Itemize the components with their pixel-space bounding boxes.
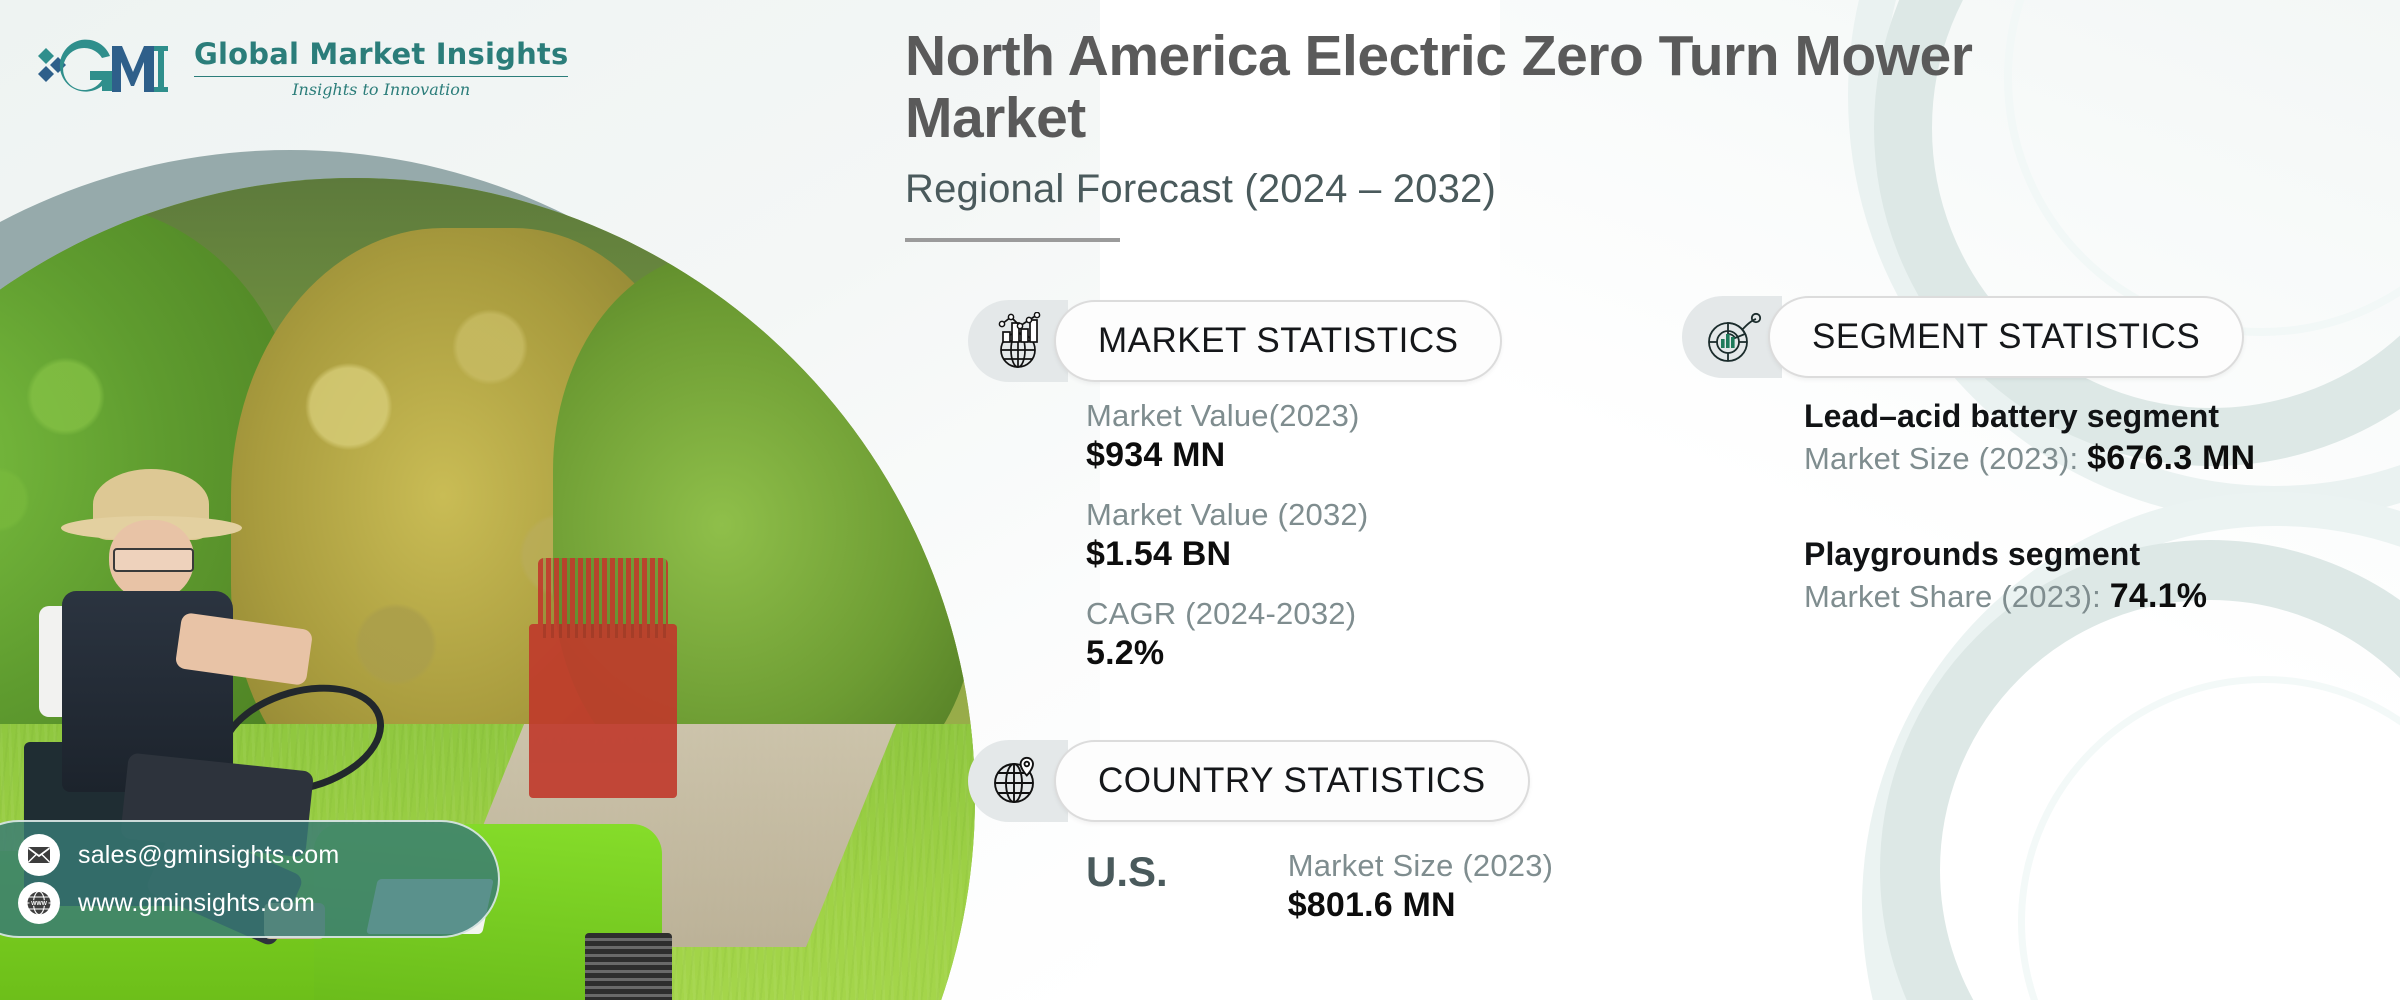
contact-pill: sales@gminsights.com WWW www.gminsights.…	[0, 820, 500, 938]
segment-1-metric-label: Market Size (2023):	[1804, 441, 2079, 476]
segment-statistics-pill[interactable]: SEGMENT STATISTICS	[1768, 296, 2245, 378]
rider-head	[108, 519, 194, 601]
country-metric-value: $801.6 MN	[1287, 886, 1456, 924]
page-subtitle: Regional Forecast (2024 – 2032)	[905, 167, 1497, 212]
market-value-2032-label: Market Value (2032)	[1086, 497, 1369, 532]
segment-1-name: Lead–acid battery segment	[1804, 398, 2220, 434]
segment-1-metric-value: $676.3 MN	[2087, 439, 2256, 477]
globe-pin-icon	[968, 740, 1068, 822]
market-statistics-pill[interactable]: MARKET STATISTICS	[1054, 300, 1503, 382]
photo-rider	[0, 469, 372, 974]
segment-2-metric-value: 74.1%	[2109, 577, 2208, 615]
segment-statistics-label: SEGMENT STATISTICS	[1812, 317, 2201, 356]
market-value-2032-value: $1.54 BN	[1086, 535, 1232, 573]
segment-2-metric: Market Share (2023): 74.1%	[1804, 577, 2255, 616]
country-statistics-badge[interactable]: COUNTRY STATISTICS	[968, 740, 1530, 822]
market-value-2023-value: $934 MN	[1086, 436, 1226, 474]
segment-statistics-values: Lead–acid battery segment Market Size (2…	[1804, 398, 2255, 616]
country-name: U.S.	[1086, 848, 1168, 895]
hero-image-region: sales@gminsights.com WWW www.gminsights.…	[0, 0, 980, 1000]
market-statistics-values: Market Value(2023) $934 MN Market Value …	[1086, 398, 1368, 695]
gmi-logo[interactable]: Global Market Insights Insights to Innov…	[30, 37, 569, 100]
decorative-ring-bottom-right-inner	[2018, 676, 2400, 1000]
gmi-logo-divider	[194, 76, 569, 77]
gmi-logo-text: Global Market Insights Insights to Innov…	[194, 37, 569, 99]
www-globe-icon: WWW	[18, 882, 60, 924]
globe-bar-chart-icon	[968, 300, 1068, 382]
market-value-2023-label: Market Value(2023)	[1086, 398, 1360, 433]
country-statistics-pill[interactable]: COUNTRY STATISTICS	[1054, 740, 1530, 822]
svg-text:WWW: WWW	[31, 901, 48, 907]
market-statistics-badge[interactable]: MARKET STATISTICS	[968, 300, 1503, 382]
page-title: North America Electric Zero Turn Mower M…	[905, 24, 1973, 150]
headline-block: North America Electric Zero Turn Mower M…	[905, 24, 2165, 243]
donut-chart-pointer-icon	[1682, 296, 1782, 378]
envelope-icon	[18, 834, 60, 876]
gmi-logo-mark-icon	[30, 38, 180, 100]
contact-website-row[interactable]: WWW www.gminsights.com	[18, 882, 498, 924]
contact-email-row[interactable]: sales@gminsights.com	[18, 834, 498, 876]
gmi-logo-title: Global Market Insights	[194, 37, 569, 71]
market-statistics-label: MARKET STATISTICS	[1098, 321, 1459, 360]
contact-email-text: sales@gminsights.com	[78, 840, 340, 869]
segment-1-metric: Market Size (2023): $676.3 MN	[1804, 439, 2255, 478]
cagr-label: CAGR (2024-2032)	[1086, 596, 1357, 631]
country-metric-label: Market Size (2023)	[1287, 848, 1554, 883]
segment-statistics-badge[interactable]: SEGMENT STATISTICS	[1682, 296, 2245, 378]
segment-2-metric-label: Market Share (2023):	[1804, 579, 2101, 614]
rider-glasses	[112, 547, 194, 572]
photo-red-bench	[528, 558, 678, 798]
gmi-logo-tagline: Insights to Innovation	[292, 80, 471, 99]
hero-photo-lawn-mower	[0, 178, 975, 1000]
country-statistics-label: COUNTRY STATISTICS	[1098, 761, 1486, 800]
country-metric-block: Market Size (2023) $801.6 MN	[1288, 848, 1553, 947]
mower-grill	[584, 933, 672, 1000]
country-statistics-values: U.S. Market Size (2023) $801.6 MN	[1086, 848, 1553, 947]
segment-2-name: Playgrounds segment	[1804, 536, 2141, 572]
contact-website-text: www.gminsights.com	[78, 888, 315, 917]
headline-underline	[905, 238, 1120, 243]
cagr-value: 5.2%	[1086, 634, 1165, 672]
